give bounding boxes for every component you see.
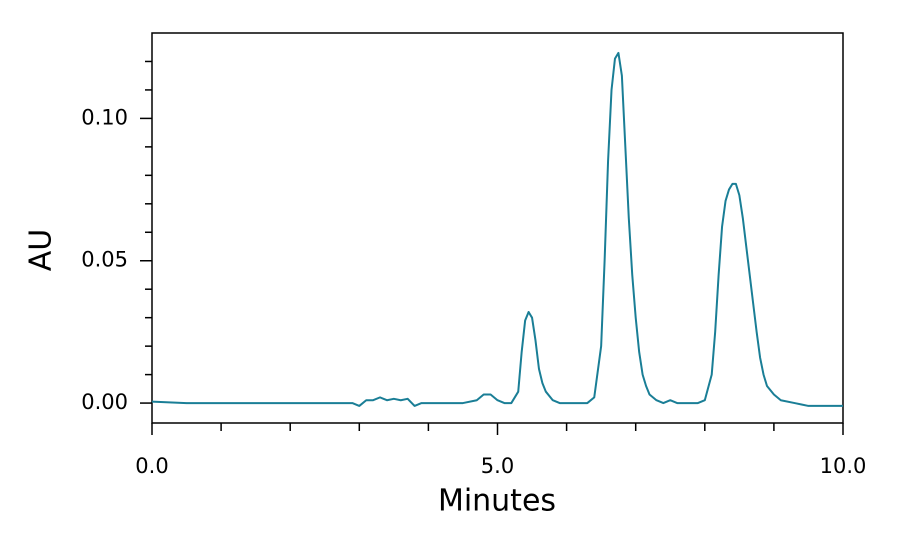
- plot-frame: [151, 32, 844, 424]
- y-tick-label: 0.00: [81, 390, 128, 414]
- trace-line: [151, 51, 843, 407]
- y-tick-label: 0.10: [81, 105, 128, 129]
- x-axis-label: Minutes: [438, 484, 556, 519]
- x-tick-label: 10.0: [820, 454, 867, 478]
- y-axis-label: AU: [24, 229, 59, 271]
- x-tick-label: 5.0: [481, 454, 514, 478]
- x-tick-label: 0.0: [135, 454, 168, 478]
- y-tick-label: 0.05: [81, 248, 128, 272]
